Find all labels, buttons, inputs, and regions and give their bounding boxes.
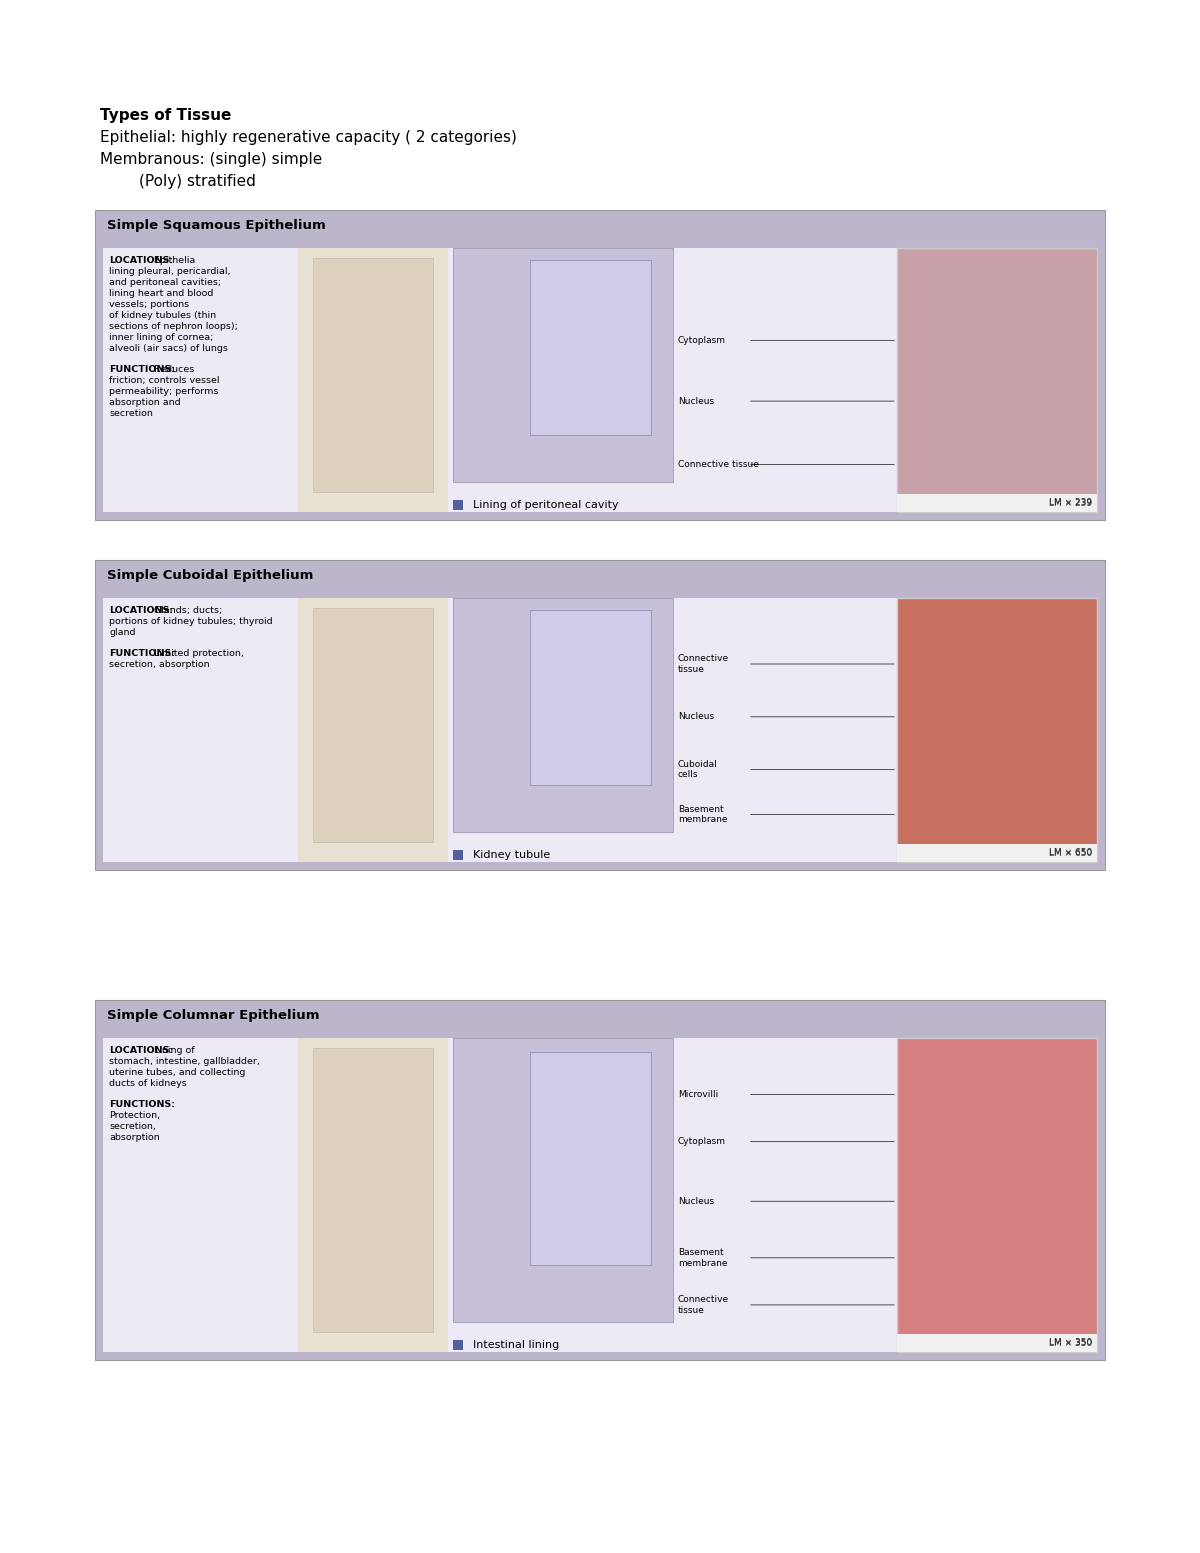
Text: LM × 350: LM × 350 bbox=[1049, 1339, 1092, 1346]
Bar bbox=[530, 1053, 650, 1266]
Bar bbox=[454, 1037, 673, 1322]
Text: LOCATIONS:: LOCATIONS: bbox=[109, 606, 173, 615]
Text: portions of kidney tubules; thyroid: portions of kidney tubules; thyroid bbox=[109, 617, 272, 626]
Text: Epithelial: highly regenerative capacity ( 2 categories): Epithelial: highly regenerative capacity… bbox=[100, 130, 517, 144]
Text: Limited protection,: Limited protection, bbox=[151, 649, 244, 658]
Bar bbox=[530, 610, 650, 786]
Text: absorption: absorption bbox=[109, 1134, 160, 1141]
Text: Cuboidal
cells: Cuboidal cells bbox=[678, 759, 718, 780]
Bar bbox=[95, 210, 1105, 520]
Text: FUNCTIONS:: FUNCTIONS: bbox=[109, 365, 175, 374]
Text: Lining of peritoneal cavity: Lining of peritoneal cavity bbox=[466, 500, 619, 509]
Bar bbox=[898, 1037, 1097, 1353]
Text: LM × 350: LM × 350 bbox=[1049, 1339, 1092, 1348]
Bar bbox=[454, 248, 673, 481]
Text: inner lining of cornea;: inner lining of cornea; bbox=[109, 332, 214, 342]
Bar bbox=[298, 598, 448, 862]
Text: Intestinal lining: Intestinal lining bbox=[466, 1340, 559, 1350]
Bar bbox=[530, 259, 650, 435]
Text: alveoli (air sacs) of lungs: alveoli (air sacs) of lungs bbox=[109, 345, 228, 353]
Text: Simple Columnar Epithelium: Simple Columnar Epithelium bbox=[107, 1008, 319, 1022]
Text: Nucleus: Nucleus bbox=[678, 396, 714, 405]
Text: friction; controls vessel: friction; controls vessel bbox=[109, 376, 220, 385]
Bar bbox=[454, 1340, 463, 1350]
Text: uterine tubes, and collecting: uterine tubes, and collecting bbox=[109, 1068, 245, 1076]
Bar bbox=[898, 248, 1097, 512]
Text: permeability; performs: permeability; performs bbox=[109, 387, 218, 396]
Text: gland: gland bbox=[109, 627, 136, 637]
Text: ducts of kidneys: ducts of kidneys bbox=[109, 1079, 187, 1089]
Text: secretion,: secretion, bbox=[109, 1121, 156, 1131]
Text: LOCATIONS:: LOCATIONS: bbox=[109, 1047, 173, 1054]
Text: Basement
membrane: Basement membrane bbox=[678, 1249, 727, 1267]
Text: Protection,: Protection, bbox=[109, 1110, 160, 1120]
Text: Basement
membrane: Basement membrane bbox=[678, 804, 727, 825]
Bar bbox=[313, 1048, 433, 1332]
Text: FUNCTIONS:: FUNCTIONS: bbox=[109, 1100, 175, 1109]
Bar bbox=[103, 248, 1097, 512]
Text: Cytoplasm: Cytoplasm bbox=[678, 1137, 726, 1146]
Text: LM × 650: LM × 650 bbox=[1049, 848, 1092, 857]
Text: Nucleus: Nucleus bbox=[678, 713, 714, 721]
Text: Epithelia: Epithelia bbox=[151, 256, 196, 266]
Text: absorption and: absorption and bbox=[109, 398, 181, 407]
Text: secretion: secretion bbox=[109, 408, 152, 418]
Text: Nucleus: Nucleus bbox=[678, 1197, 714, 1205]
Text: LM × 650: LM × 650 bbox=[1049, 849, 1092, 857]
Text: and peritoneal cavities;: and peritoneal cavities; bbox=[109, 278, 221, 287]
Bar bbox=[103, 598, 1097, 862]
Text: Membranous: (single) simple: Membranous: (single) simple bbox=[100, 152, 323, 168]
Text: Types of Tissue: Types of Tissue bbox=[100, 109, 232, 123]
Text: Cytoplasm: Cytoplasm bbox=[678, 335, 726, 345]
Text: of kidney tubules (thin: of kidney tubules (thin bbox=[109, 311, 216, 320]
Text: LM × 239: LM × 239 bbox=[1049, 499, 1092, 506]
Text: stomach, intestine, gallbladder,: stomach, intestine, gallbladder, bbox=[109, 1058, 260, 1065]
Text: Lining of: Lining of bbox=[151, 1047, 194, 1054]
Text: Glands; ducts;: Glands; ducts; bbox=[151, 606, 222, 615]
Bar bbox=[103, 1037, 1097, 1353]
Text: vessels; portions: vessels; portions bbox=[109, 300, 190, 309]
Text: sections of nephron loops);: sections of nephron loops); bbox=[109, 321, 238, 331]
Text: lining pleural, pericardial,: lining pleural, pericardial, bbox=[109, 267, 230, 276]
Text: Connective
tissue: Connective tissue bbox=[678, 1295, 730, 1314]
Bar bbox=[454, 598, 673, 832]
Bar bbox=[454, 849, 463, 860]
Text: Simple Cuboidal Epithelium: Simple Cuboidal Epithelium bbox=[107, 568, 313, 581]
Bar bbox=[95, 561, 1105, 870]
Bar bbox=[898, 843, 1097, 862]
Bar bbox=[454, 500, 463, 509]
Bar bbox=[898, 494, 1097, 512]
Bar bbox=[313, 258, 433, 492]
Text: (Poly) stratified: (Poly) stratified bbox=[100, 174, 256, 189]
Text: LM × 239: LM × 239 bbox=[1049, 499, 1092, 508]
Bar bbox=[313, 609, 433, 842]
Bar bbox=[298, 248, 448, 512]
Text: Kidney tubule: Kidney tubule bbox=[466, 849, 551, 860]
Text: LOCATIONS:: LOCATIONS: bbox=[109, 256, 173, 266]
Bar bbox=[95, 1000, 1105, 1360]
Text: Microvilli: Microvilli bbox=[678, 1090, 719, 1100]
Bar bbox=[298, 1037, 448, 1353]
Text: lining heart and blood: lining heart and blood bbox=[109, 289, 214, 298]
Text: Connective
tissue: Connective tissue bbox=[678, 654, 730, 674]
Bar bbox=[898, 1334, 1097, 1353]
Text: Simple Squamous Epithelium: Simple Squamous Epithelium bbox=[107, 219, 325, 231]
Text: Reduces: Reduces bbox=[151, 365, 194, 374]
Bar bbox=[898, 598, 1097, 862]
Text: FUNCTIONS:: FUNCTIONS: bbox=[109, 649, 175, 658]
Text: secretion, absorption: secretion, absorption bbox=[109, 660, 210, 669]
Text: Connective tissue: Connective tissue bbox=[678, 460, 758, 469]
